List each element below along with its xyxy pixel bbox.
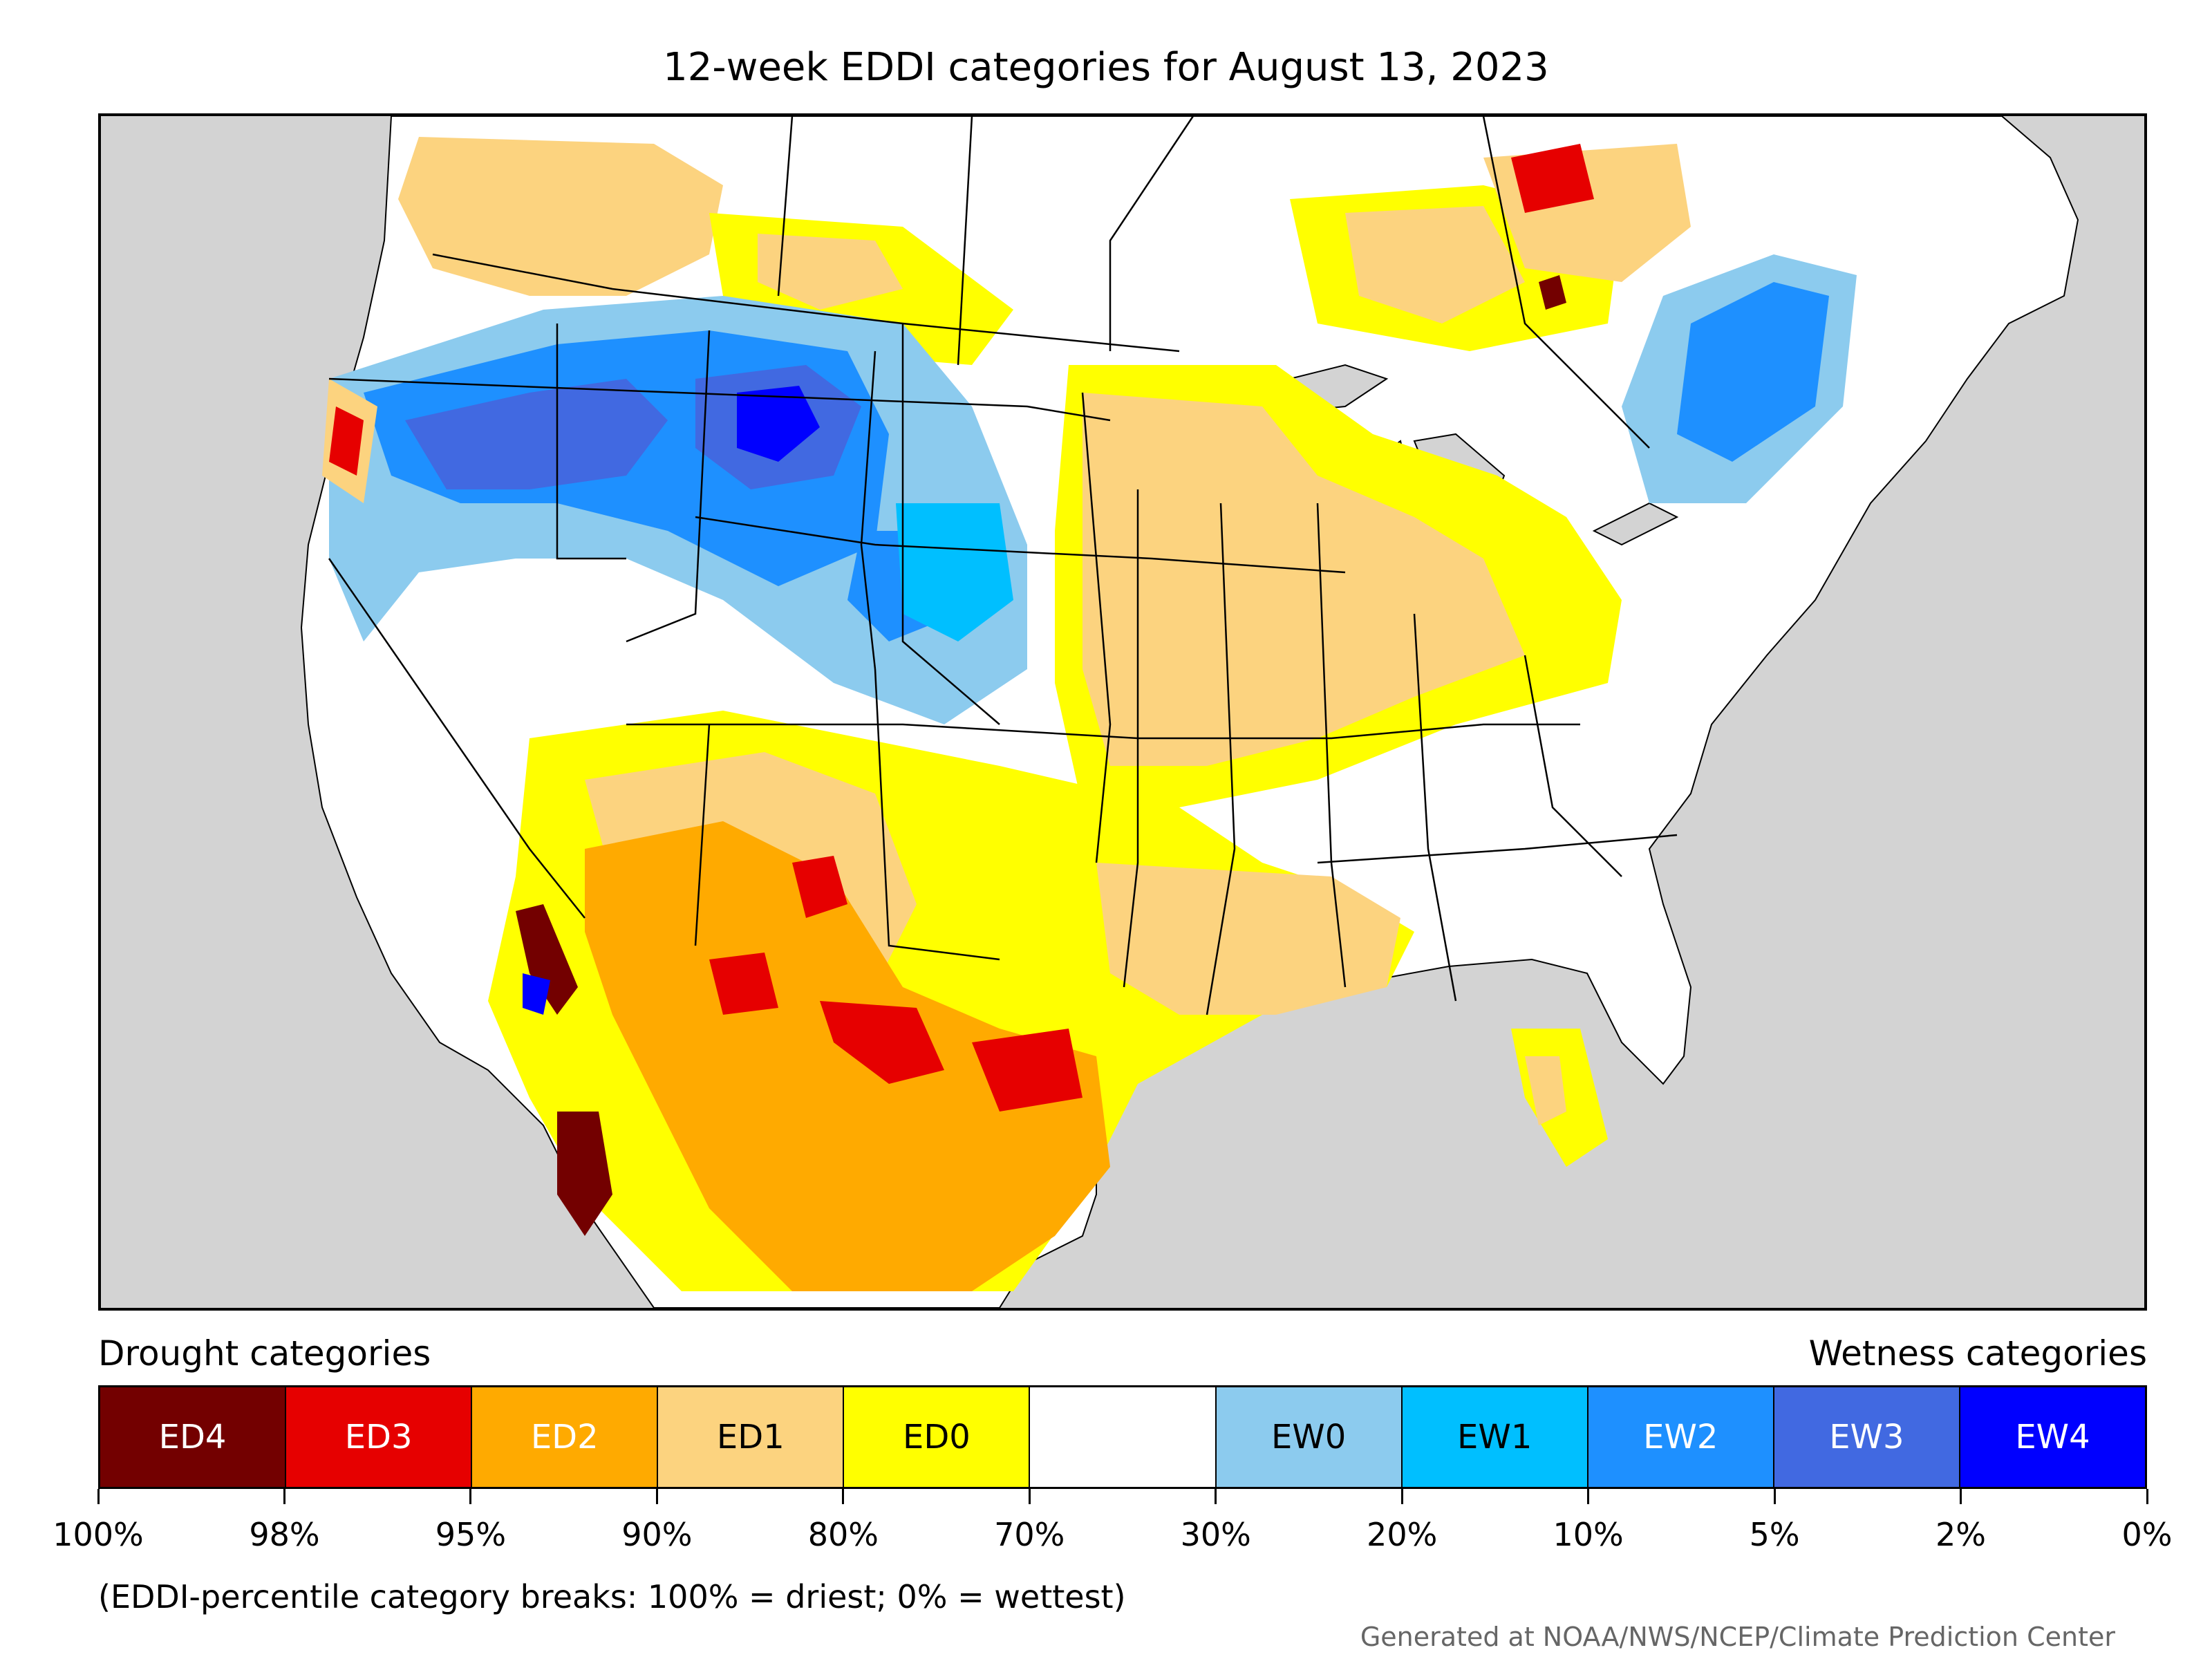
colorbar-tick bbox=[1400, 1489, 1403, 1504]
colorbar-tick bbox=[1028, 1489, 1031, 1504]
colorbar-tick-label: 100% bbox=[53, 1516, 144, 1553]
legend-swatch-ed1: ED1 bbox=[657, 1387, 843, 1487]
colorbar-tick bbox=[1960, 1489, 1962, 1504]
colorbar-tick-label: 20% bbox=[1367, 1516, 1438, 1553]
colorbar-tick-label: 5% bbox=[1749, 1516, 1800, 1553]
colorbar-tick-label: 2% bbox=[1936, 1516, 1987, 1553]
colorbar-tick bbox=[97, 1489, 100, 1504]
category-regions bbox=[322, 137, 1857, 1291]
eddi-map bbox=[98, 113, 2147, 1311]
legend-swatch-ed4: ED4 bbox=[100, 1387, 285, 1487]
colorbar-tick bbox=[1215, 1489, 1217, 1504]
colorbar-tick bbox=[1587, 1489, 1590, 1504]
map-title: 12-week EDDI categories for August 13, 2… bbox=[663, 45, 1549, 90]
wetness-categories-label: Wetness categories bbox=[1808, 1333, 2147, 1374]
colorbar-ticks bbox=[97, 1489, 2148, 1510]
legend-swatch-ew1: EW1 bbox=[1400, 1387, 1587, 1487]
colorbar-tick-label: 30% bbox=[1180, 1516, 1251, 1553]
colorbar-tick bbox=[655, 1489, 658, 1504]
legend-swatch-ew2: EW2 bbox=[1586, 1387, 1773, 1487]
drought-categories-label: Drought categories bbox=[98, 1333, 431, 1374]
legend-swatch-ed3: ED3 bbox=[285, 1387, 471, 1487]
legend-swatch-ew3: EW3 bbox=[1772, 1387, 1959, 1487]
colorbar-tick bbox=[2146, 1489, 2148, 1504]
colorbar-tick-label: 70% bbox=[994, 1516, 1065, 1553]
legend-swatch-ew4: EW4 bbox=[1958, 1387, 2146, 1487]
colorbar-tick bbox=[1773, 1489, 1776, 1504]
colorbar-tick-label: 10% bbox=[1553, 1516, 1624, 1553]
credit-line: Generated at NOAA/NWS/NCEP/Climate Predi… bbox=[1360, 1622, 2115, 1652]
colorbar-tick-label: 98% bbox=[249, 1516, 320, 1553]
colorbar-tick bbox=[842, 1489, 845, 1504]
colorbar-tick-label: 0% bbox=[2121, 1516, 2173, 1553]
legend-swatch-ed0: ED0 bbox=[843, 1387, 1029, 1487]
colorbar-tick-label: 80% bbox=[807, 1516, 879, 1553]
legend-swatch-normal bbox=[1029, 1387, 1215, 1487]
colorbar-tick bbox=[469, 1489, 472, 1504]
colorbar-tick bbox=[283, 1489, 285, 1504]
state-boundaries bbox=[328, 116, 1678, 1015]
colorbar-tick-label: 95% bbox=[435, 1516, 507, 1553]
category-colorbar: ED4 ED3 ED2 ED1 ED0 EW0 EW1 EW2 EW3 EW4 bbox=[98, 1385, 2147, 1489]
legend-swatch-ew0: EW0 bbox=[1215, 1387, 1401, 1487]
colorbar-tick-label: 90% bbox=[621, 1516, 693, 1553]
category-breaks-note: (EDDI-percentile category breaks: 100% =… bbox=[98, 1578, 1126, 1615]
legend-swatch-ed2: ED2 bbox=[471, 1387, 657, 1487]
